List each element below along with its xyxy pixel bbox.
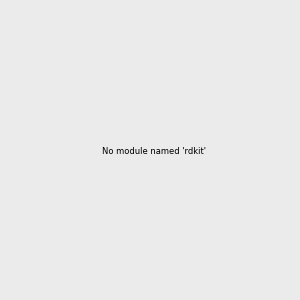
Text: No module named 'rdkit': No module named 'rdkit' xyxy=(102,147,206,156)
